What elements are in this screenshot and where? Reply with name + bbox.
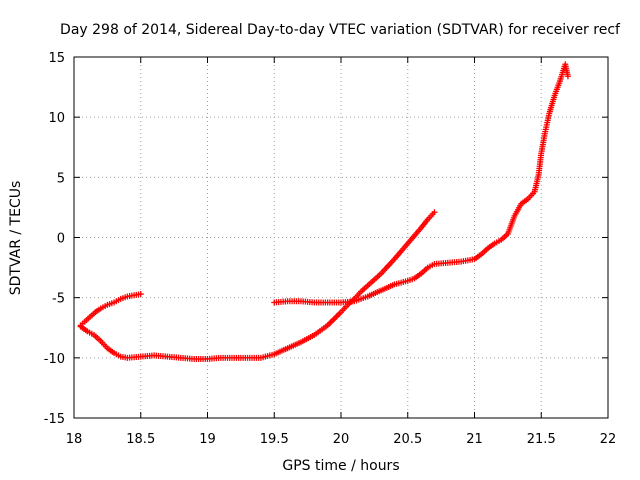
- data-point: [431, 209, 438, 216]
- y-tick-label: -10: [44, 352, 65, 367]
- x-tick-label: 20: [333, 432, 350, 447]
- marks-layer: [77, 61, 571, 363]
- series-track-3: [271, 61, 571, 306]
- x-tick-label: 19.5: [260, 432, 289, 447]
- plot-frame: [73, 56, 609, 419]
- data-point: [564, 73, 571, 80]
- y-tick-label: -5: [52, 292, 65, 307]
- y-tick-label: 0: [57, 232, 65, 247]
- y-tick-label: 15: [48, 51, 65, 66]
- x-tick-label: 18: [66, 432, 83, 447]
- x-tick-label: 18.5: [126, 432, 155, 447]
- y-tick-label: -15: [44, 412, 65, 427]
- axes-layer: 18 18.5 19 19.5 20 20.5 21 21.5 22 15 10 5 0 -5 -10 -15: [44, 51, 617, 447]
- x-tick-label: 21: [466, 432, 483, 447]
- y-axis-label: SDTVAR / TECUs: [8, 181, 24, 296]
- x-tick-label: 19: [199, 432, 216, 447]
- x-axis-label: GPS time / hours: [282, 458, 399, 474]
- chart-title: Day 298 of 2014, Sidereal Day-to-day VTE…: [60, 22, 621, 38]
- x-tick-label: 21.5: [527, 432, 556, 447]
- grid-layer: [74, 57, 608, 418]
- y-tick-label: 10: [48, 111, 65, 126]
- series-track-2: [77, 209, 438, 363]
- x-tick-label: 20.5: [393, 432, 422, 447]
- series-track-1: [77, 291, 144, 329]
- x-tick-label: 22: [600, 432, 617, 447]
- y-tick-label: 5: [57, 171, 65, 186]
- data-point: [137, 291, 144, 298]
